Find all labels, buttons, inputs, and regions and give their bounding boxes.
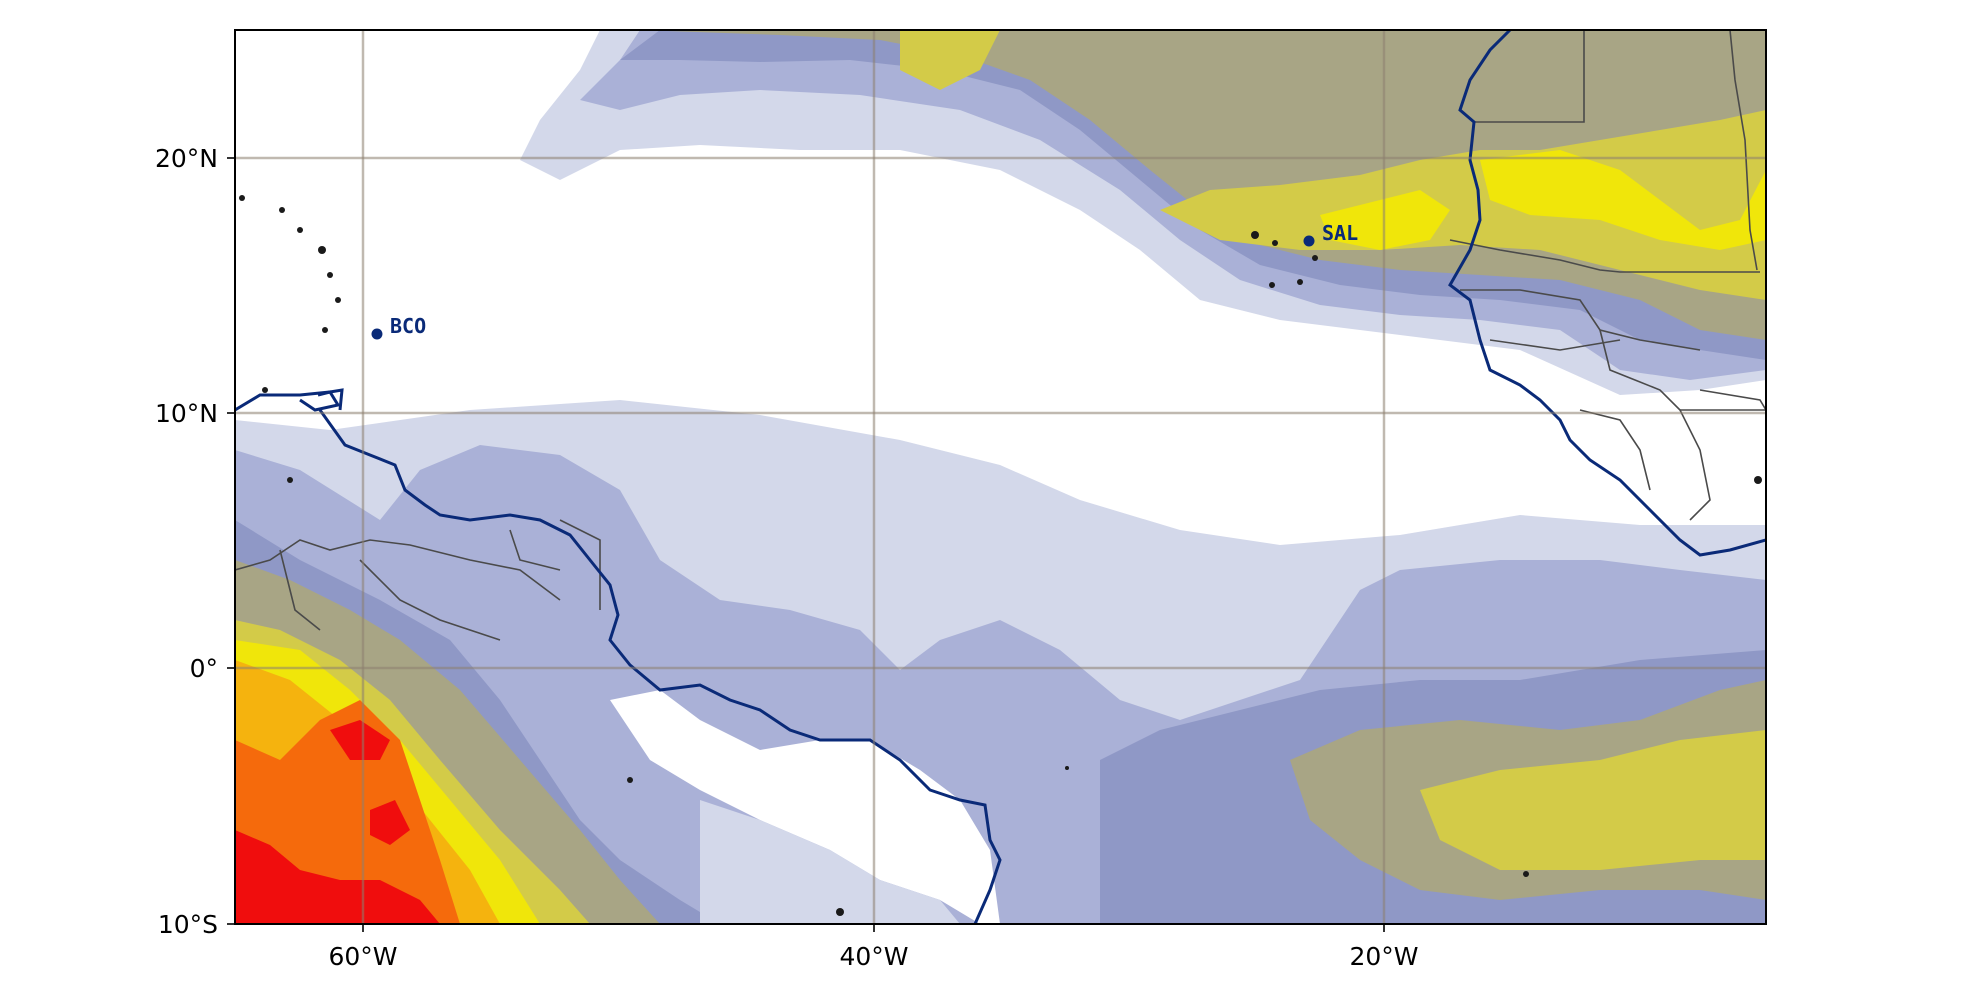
contour-north-level-4 [640,30,1766,340]
coastlines [235,30,1766,924]
contour-level-9-sa [235,830,440,924]
west-africa-coast [1448,30,1766,557]
station-sal[interactable]: SAL [1303,221,1359,247]
lon-tick-label: 60°W [328,942,397,971]
lat-tick-label: 10°N [155,399,218,428]
contour-north-level-6b [1480,150,1766,250]
latitude-tick-labels: 20°N 10°N 0° 10°S [155,144,218,939]
lat-tick-label: 20°N [155,144,218,173]
map-gridlines [235,30,1766,924]
lat-tick-label: 0° [190,654,218,683]
caribbean-coast [317,388,344,411]
lat-tick-label: 10°S [158,910,218,939]
contour-level-9-sa-core [330,720,390,760]
contour-level-9-sa-core2 [370,800,410,845]
lon-tick-label: 20°W [1349,942,1418,971]
axis-ticks [227,157,1385,932]
station-bco-marker[interactable] [371,328,383,340]
station-bco[interactable]: BCO [371,314,427,340]
station-bco-label: BCO [390,314,426,338]
island-specks [239,195,1762,916]
longitude-tick-labels: 60°W 40°W 20°W [328,942,1418,971]
contour-level-5 [1420,730,1766,870]
station-sal-label: SAL [1322,221,1358,245]
map-frame [234,29,1767,925]
lon-tick-label: 40°W [839,942,908,971]
station-sal-marker[interactable] [1303,235,1315,247]
station-markers: BCO SAL [371,221,1359,340]
south-america-inland-2 [700,800,960,924]
contour-north-level-5b [900,30,1000,90]
country-borders [235,30,1766,641]
map-plot-area: BCO SAL [235,30,1766,924]
south-america-inland [610,690,1000,924]
